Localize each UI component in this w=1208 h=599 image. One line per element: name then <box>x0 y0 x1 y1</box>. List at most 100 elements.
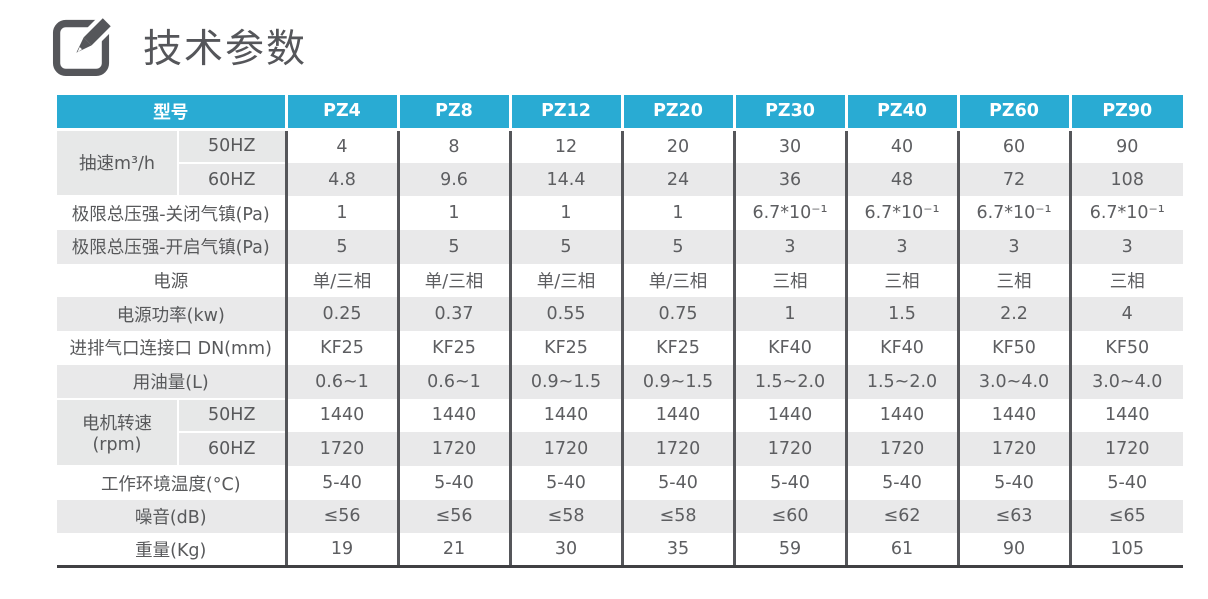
cell-value: 3.0~4.0 <box>1068 364 1183 399</box>
cell-value: ≤62 <box>844 499 958 534</box>
cell-value: 单/三相 <box>508 263 622 298</box>
cell-value: ≤56 <box>396 499 510 534</box>
cell-value: 48 <box>844 162 958 197</box>
row-group-label: 电机转速(rpm) <box>57 397 179 467</box>
cell-value: 1.5~2.0 <box>732 364 846 399</box>
cell-value: 3 <box>956 230 1070 264</box>
cell-value: 6.7*10⁻¹ <box>732 196 846 231</box>
cell-value: 1 <box>620 196 734 231</box>
cell-value: 单/三相 <box>284 263 398 298</box>
cell-value: 0.6~1 <box>396 364 510 399</box>
cell-value: 0.55 <box>508 297 622 332</box>
cell-value: 5-40 <box>396 465 510 500</box>
row-label: 电源功率(kw) <box>57 297 286 332</box>
cell-value: 1720 <box>396 432 510 466</box>
cell-value: KF50 <box>1068 331 1183 365</box>
table-row-weight: 重量(Kg) 19 21 30 35 59 61 90 105 <box>57 533 1183 569</box>
model-header-pz20: PZ20 <box>620 95 734 131</box>
cell-value: 1440 <box>620 398 734 433</box>
cell-value: 40 <box>844 129 958 163</box>
cell-value: 20 <box>620 129 734 163</box>
model-header-pz8: PZ8 <box>396 95 510 131</box>
cell-value: 61 <box>844 533 958 569</box>
edit-icon <box>50 13 116 79</box>
page-title: 技术参数 <box>143 27 308 72</box>
cell-value: 5-40 <box>1068 465 1183 500</box>
cell-value: 1440 <box>844 398 958 433</box>
cell-value: 30 <box>732 129 846 163</box>
cell-value: 12 <box>508 129 622 163</box>
cell-value: 三相 <box>1068 263 1183 298</box>
table-row-ambient-temperature: 工作环境温度(°C) 5-40 5-40 5-40 5-40 5-40 5-40… <box>57 465 1183 500</box>
table-row-power-supply: 电源 单/三相 单/三相 单/三相 单/三相 三相 三相 三相 三相 <box>57 263 1183 298</box>
cell-value: 2.2 <box>956 297 1070 332</box>
cell-value: 3 <box>844 230 958 264</box>
cell-value: 3 <box>1068 230 1183 264</box>
cell-value: 三相 <box>956 263 1070 298</box>
cell-value: 5-40 <box>620 465 734 500</box>
cell-value: 3 <box>732 230 846 264</box>
table-row-ultimate-pressure-closed: 极限总压强-关闭气镇(Pa) 1 1 1 1 6.7*10⁻¹ 6.7*10⁻¹… <box>57 196 1183 231</box>
cell-value: 1 <box>284 196 398 231</box>
row-group-label: 抽速m³/h <box>57 127 179 198</box>
cell-value: 1720 <box>1068 432 1183 466</box>
cell-value: 36 <box>732 162 846 197</box>
cell-value: 单/三相 <box>620 263 734 298</box>
cell-value: 1720 <box>508 432 622 466</box>
cell-value: 5 <box>508 230 622 264</box>
model-header-pz90: PZ90 <box>1068 95 1183 131</box>
row-sub-label: 50HZ <box>178 128 286 164</box>
cell-value: 1720 <box>620 432 734 466</box>
cell-value: KF25 <box>396 331 510 365</box>
cell-value: 0.6~1 <box>284 364 398 399</box>
row-sub-label: 50HZ <box>178 397 286 434</box>
row-sub-label: 60HZ <box>178 161 286 198</box>
cell-value: 105 <box>1068 533 1183 569</box>
cell-value: 90 <box>1068 129 1183 163</box>
cell-value: 4.8 <box>284 162 398 197</box>
cell-value: 5-40 <box>284 465 398 500</box>
cell-value: 1440 <box>1068 398 1183 433</box>
cell-value: ≤56 <box>284 499 398 534</box>
cell-value: 三相 <box>732 263 846 298</box>
row-label: 噪音(dB) <box>57 499 286 534</box>
table-row-oil-capacity: 用油量(L) 0.6~1 0.6~1 0.9~1.5 0.9~1.5 1.5~2… <box>57 364 1183 399</box>
cell-value: KF25 <box>620 331 734 365</box>
cell-value: 108 <box>1068 162 1183 197</box>
cell-value: 5 <box>396 230 510 264</box>
cell-value: 21 <box>396 533 510 569</box>
cell-value: 0.37 <box>396 297 510 332</box>
cell-value: KF25 <box>284 331 398 365</box>
table-row-motor-power: 电源功率(kw) 0.25 0.37 0.55 0.75 1 1.5 2.2 4 <box>57 297 1183 332</box>
cell-value: 5 <box>284 230 398 264</box>
cell-value: 59 <box>732 533 846 569</box>
cell-value: 1 <box>732 297 846 332</box>
cell-value: 1720 <box>956 432 1070 466</box>
cell-value: 1 <box>396 196 510 231</box>
cell-value: 24 <box>620 162 734 197</box>
cell-value: 1.5 <box>844 297 958 332</box>
cell-value: 14.4 <box>508 162 622 197</box>
cell-value: 6.7*10⁻¹ <box>956 196 1070 231</box>
cell-value: 30 <box>508 533 622 569</box>
cell-value: 1 <box>508 196 622 231</box>
cell-value: 4 <box>1068 297 1183 332</box>
cell-value: 4 <box>284 129 398 163</box>
cell-value: 5-40 <box>956 465 1070 500</box>
cell-value: 72 <box>956 162 1070 197</box>
cell-value: 60 <box>956 129 1070 163</box>
cell-value: 5 <box>620 230 734 264</box>
cell-value: 90 <box>956 533 1070 569</box>
table-row-ultimate-pressure-open: 极限总压强-开启气镇(Pa) 5 5 5 5 3 3 3 3 <box>57 230 1183 264</box>
header-row: 型号 PZ4 PZ8 PZ12 PZ20 PZ30 PZ40 PZ60 PZ90 <box>57 95 1183 131</box>
cell-value: ≤58 <box>620 499 734 534</box>
model-header-pz40: PZ40 <box>844 95 958 131</box>
section-header: 技术参数 <box>50 12 1208 80</box>
row-label: 电源 <box>57 263 286 298</box>
cell-value: ≤60 <box>732 499 846 534</box>
cell-value: KF40 <box>732 331 846 365</box>
table-row-pumping-speed-50hz: 抽速m³/h 50HZ 4 8 12 20 30 40 60 90 <box>57 127 1183 198</box>
cell-value: 3.0~4.0 <box>956 364 1070 399</box>
row-label: 进排气口连接口 DN(mm) <box>57 331 286 365</box>
cell-value: 1.5~2.0 <box>844 364 958 399</box>
